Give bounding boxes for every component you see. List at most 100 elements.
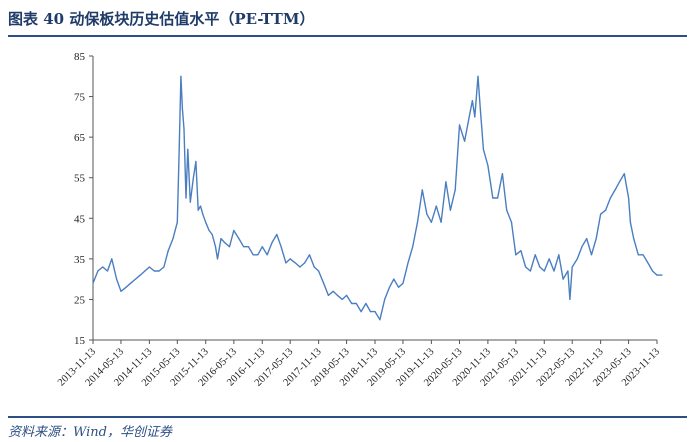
pe-ttm-point — [130, 282, 132, 284]
pe-ttm-point — [449, 209, 451, 211]
pe-ttm-point — [506, 209, 508, 211]
pe-ttm-point — [102, 266, 104, 268]
pe-ttm-point — [289, 258, 291, 260]
pe-ttm-point — [374, 311, 376, 313]
pe-ttm-point — [172, 238, 174, 240]
pe-ttm-point — [435, 205, 437, 207]
pe-ttm-point — [590, 254, 593, 256]
pe-ttm-point — [327, 294, 329, 296]
pe-ttm-point — [412, 246, 414, 248]
pe-ttm-point — [656, 274, 658, 276]
pe-ttm-point — [304, 262, 306, 264]
pe-ttm-point — [637, 254, 639, 256]
y-tick-label: 75 — [74, 92, 86, 104]
pe-ttm-point — [271, 242, 273, 244]
pe-ttm-point — [379, 319, 381, 321]
pe-ttm-point — [178, 148, 180, 150]
pe-ttm-point — [355, 302, 357, 305]
y-tick-label: 85 — [74, 51, 86, 63]
pe-ttm-point — [299, 266, 301, 268]
pe-ttm-point — [454, 189, 456, 191]
pe-ttm-point — [183, 128, 185, 130]
pe-ttm-point — [529, 270, 532, 272]
pe-ttm-point — [384, 298, 386, 300]
pe-ttm-series-line — [92, 75, 662, 321]
pe-ttm-point — [515, 254, 517, 256]
pe-ttm-point — [195, 160, 197, 163]
pe-ttm-point — [558, 254, 560, 256]
pe-ttm-point — [426, 213, 428, 215]
pe-ttm-point — [125, 286, 127, 288]
y-tick-label: 55 — [74, 173, 86, 185]
pe-ttm-point — [492, 197, 494, 199]
pe-ttm-point — [600, 213, 602, 215]
pe-ttm-point — [313, 266, 315, 268]
pe-ttm-point — [139, 274, 141, 276]
pe-ttm-point — [97, 270, 99, 272]
pe-ttm-point — [464, 140, 466, 142]
pe-ttm-point — [220, 238, 222, 240]
pe-ttm-point — [398, 286, 400, 288]
pe-ttm-point — [216, 258, 219, 260]
pe-ttm-point — [548, 258, 550, 260]
pe-ttm-point — [416, 221, 419, 223]
pe-ttm-point — [167, 250, 169, 252]
pe-ttm-point — [393, 278, 395, 280]
pe-ttm-point — [106, 270, 109, 272]
pe-ttm-point — [581, 246, 583, 248]
pe-ttm-point — [430, 221, 432, 223]
pe-ttm-point — [92, 282, 94, 284]
y-tick-label: 25 — [74, 294, 86, 306]
pe-ttm-point — [228, 246, 231, 248]
pe-ttm-point — [520, 250, 522, 252]
pe-ttm-point — [482, 148, 484, 150]
source-note: 资料来源：Wind，华创证券 — [8, 425, 172, 440]
pe-ttm-point — [586, 238, 588, 240]
pe-ttm-point — [332, 290, 334, 292]
pe-ttm-point — [120, 290, 122, 292]
pe-ttm-point — [614, 189, 616, 191]
pe-ttm-point — [497, 197, 499, 199]
pe-ttm-point — [661, 274, 663, 276]
pe-ttm-point — [208, 229, 210, 232]
pe-ttm-point — [192, 177, 194, 179]
pe-ttm-point — [633, 238, 635, 240]
source-rule — [8, 416, 687, 418]
pe-ttm-point — [479, 108, 481, 110]
title-rule — [8, 35, 687, 37]
pe-ttm-point — [471, 100, 473, 102]
pe-ttm-point — [445, 181, 447, 183]
pe-ttm-point — [647, 262, 649, 264]
pe-ttm-point — [525, 266, 527, 268]
pe-ttm-point — [233, 229, 235, 232]
pe-ttm-point — [189, 201, 191, 203]
pe-ttm-point — [628, 197, 630, 199]
pe-ttm-point — [144, 270, 146, 272]
pe-ttm-point — [402, 282, 404, 284]
pe-ttm-point — [623, 173, 625, 175]
pe-ttm-point — [211, 233, 213, 236]
pe-ttm-point — [501, 173, 503, 175]
pe-ttm-point — [510, 221, 513, 223]
pe-ttm-point — [163, 266, 165, 268]
pe-ttm-point — [148, 266, 150, 268]
pe-ttm-point — [365, 302, 367, 305]
pe-ttm-point — [539, 266, 541, 268]
pe-ttm-point — [285, 262, 287, 264]
pe-ttm-point — [247, 246, 249, 248]
pe-ttm-point — [571, 266, 573, 268]
pe-ttm-point — [534, 254, 536, 256]
y-tick-label: 45 — [74, 213, 86, 225]
pe-ttm-point — [199, 205, 202, 207]
pe-ttm-point — [294, 262, 296, 264]
pe-ttm-point — [651, 270, 654, 272]
pe-ttm-point — [323, 282, 325, 284]
pe-ttm-point — [567, 270, 569, 272]
pe-ttm-point — [474, 116, 476, 118]
y-tick-label: 35 — [74, 254, 86, 266]
pe-ttm-point — [440, 221, 442, 223]
pe-ttm-point — [153, 270, 155, 272]
y-tick-label: 15 — [74, 335, 86, 347]
pe-ttm-point — [629, 221, 632, 223]
pe-ttm-point — [562, 278, 564, 280]
